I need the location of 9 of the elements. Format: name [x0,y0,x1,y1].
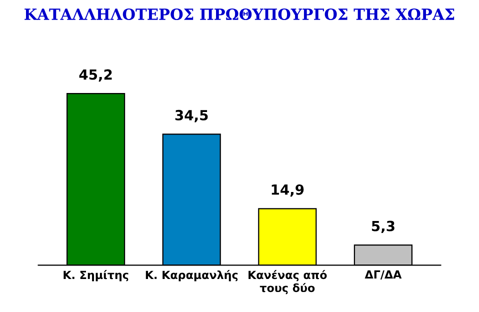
data-label: 5,3 [372,220,394,234]
data-label: 45,2 [79,69,112,82]
x-tick-label: Κ. Καραμανλής [146,270,238,282]
chart-title: ΚΑΤΑΛΛΗΛΟΤΕΡΟΣ ΠΡΩΘΥΠΟΥΡΓΟΣ ΤΗΣ ΧΩΡΑΣ [24,8,454,20]
x-tick-label: Κανένας από τους δύο [248,270,327,294]
x-tick-label: ΔΓ/ΔΑ [364,270,402,280]
x-tick-label: Κ. Σημίτης [64,270,128,282]
data-label: 34,5 [175,110,208,122]
data-label: 14,9 [272,184,304,197]
